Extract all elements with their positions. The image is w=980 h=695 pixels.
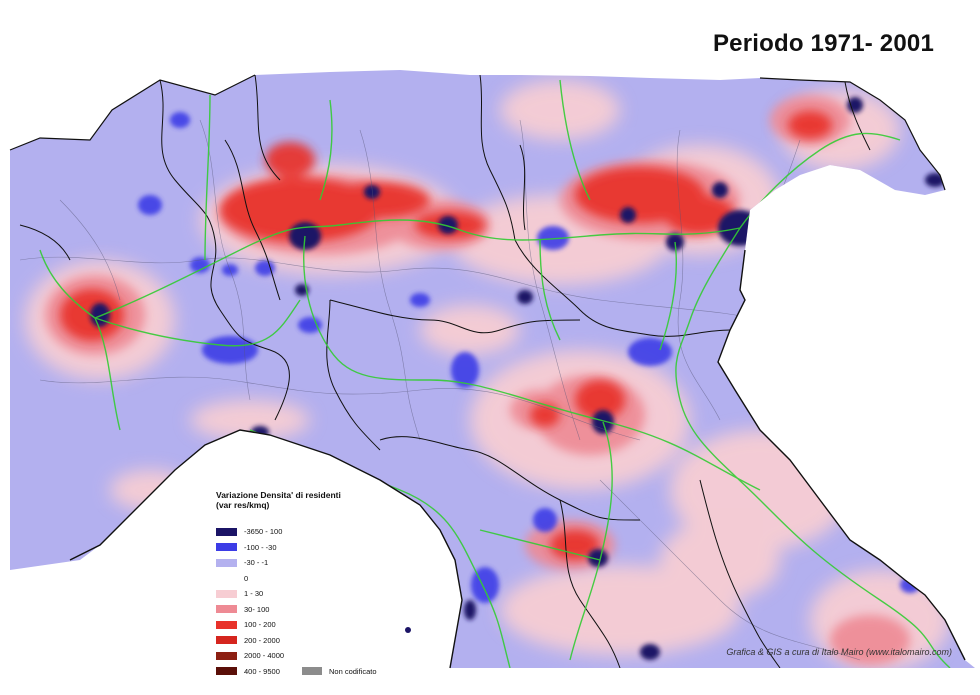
legend-label: -100 - -30 [244,542,277,552]
legend-list: -3650 - 100 -100 - -30 -30 - -1 0 1 - 30 30- … [216,524,416,679]
northern-border [9,74,946,191]
legend-swatch [216,558,237,567]
legend-label: 0 [244,573,249,583]
legend-label: 400 - 9500 [244,666,280,676]
adriatic-coastline [717,249,966,661]
legend-item: 100 - 200 [216,617,416,633]
map-raster [10,70,975,668]
legend-label: Non codificato [329,666,377,676]
legend-title-line2: (var res/kmq) [216,500,270,510]
legend-label: 200 - 2000 [244,635,280,645]
legend-item: -100 - -30 [216,540,416,556]
coastline [69,429,463,669]
legend-swatch [216,574,237,583]
legend-item: -30 - -1 [216,555,416,571]
legend-item: 200 - 2000 [216,633,416,649]
legend-item: 0 [216,571,416,587]
legend-swatch [216,636,237,645]
page-title: Periodo 1971- 2001 [712,30,934,57]
credit-text: Grafica & GIS a cura di Italo Mairo (www… [726,647,952,657]
legend-label: -30 - -1 [244,558,269,568]
legend-swatch [216,667,237,676]
legend-label: 100 - 200 [244,620,276,630]
legend-swatch [216,620,237,629]
legend-item: 1 - 30 [216,586,416,602]
legend-title: Variazione Densita' di residenti (var re… [216,490,416,510]
legend-item: -3650 - 100 [216,524,416,540]
legend-label: 30- 100 [244,604,270,614]
legend-item: 2000 - 4000 [216,648,416,664]
legend-item: 30- 100 [216,602,416,618]
legend-label: 1 - 30 [244,589,264,599]
legend-swatch [216,543,237,552]
island [405,627,411,633]
legend: Variazione Densita' di residenti (var re… [216,490,416,679]
legend-not-coded: Non codificato [302,667,377,676]
legend-swatch [216,527,237,536]
legend-swatch [216,605,237,614]
legend-label: -3650 - 100 [244,527,283,537]
legend-label: 2000 - 4000 [244,651,285,661]
legend-swatch [302,667,322,676]
legend-item: 400 - 9500 Non codificato [216,664,416,680]
legend-swatch [216,651,237,660]
legend-title-line1: Variazione Densita' di residenti [216,490,341,500]
legend-swatch [216,589,237,598]
